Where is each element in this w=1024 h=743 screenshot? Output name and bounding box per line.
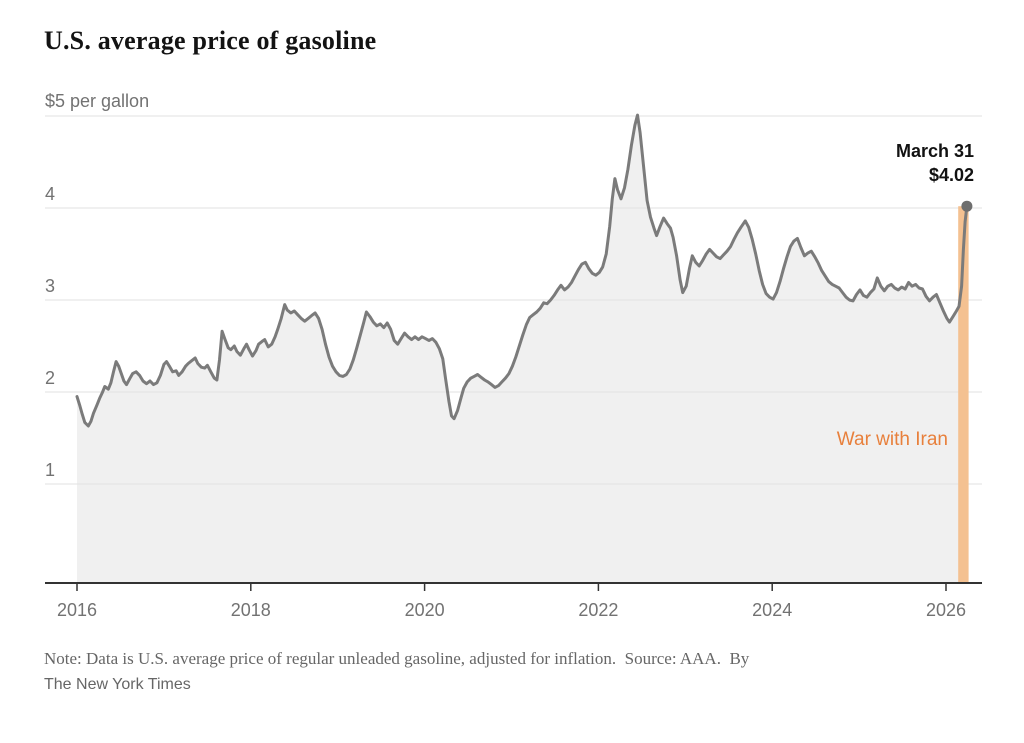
credit-text: The New York Times bbox=[44, 676, 191, 693]
page-title: U.S. average price of gasoline bbox=[44, 26, 377, 55]
x-tick-label: 2018 bbox=[231, 600, 271, 620]
note-text: Note: Data is U.S. average price of regu… bbox=[44, 649, 750, 668]
war-with-iran-label: War with Iran bbox=[836, 429, 948, 450]
y-tick-label: 4 bbox=[45, 184, 55, 204]
endpoint-value-label: $4.02 bbox=[928, 165, 974, 185]
x-tick-label: 2022 bbox=[578, 600, 618, 620]
x-tick-label: 2026 bbox=[926, 600, 966, 620]
area-fill bbox=[77, 115, 967, 582]
endpoint-annotation: March 31 $4.02 bbox=[896, 139, 974, 187]
x-tick-label: 2024 bbox=[752, 600, 792, 620]
price-line bbox=[75, 113, 969, 428]
y-axis-unit-label: $5 per gallon bbox=[45, 91, 150, 111]
endpoint-date-label: March 31 bbox=[895, 141, 974, 161]
y-tick-label: 1 bbox=[45, 460, 55, 480]
y-tick-label: 3 bbox=[45, 276, 55, 296]
footnote: Note: Data is U.S. average price of regu… bbox=[44, 646, 924, 698]
event-band bbox=[958, 206, 969, 582]
x-tick-label: 2016 bbox=[57, 600, 97, 620]
y-tick-label: 2 bbox=[45, 368, 55, 388]
x-tick-label: 2020 bbox=[405, 600, 445, 620]
end-dot bbox=[961, 200, 973, 212]
